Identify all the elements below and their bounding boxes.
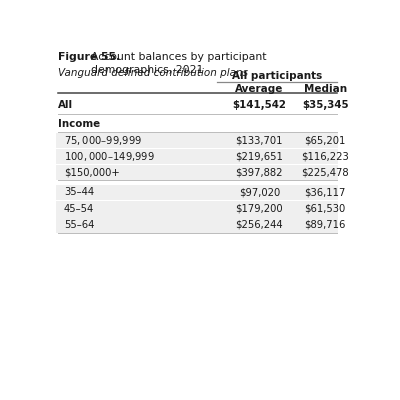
Text: 35–44: 35–44: [64, 187, 94, 197]
Text: $61,530: $61,530: [304, 204, 346, 214]
Bar: [56, 133, 338, 148]
Text: Account balances by participant
demographics, 2021: Account balances by participant demograp…: [91, 52, 266, 75]
Text: $97,020: $97,020: [239, 187, 280, 197]
Text: $397,882: $397,882: [236, 167, 283, 177]
Text: $256,244: $256,244: [236, 220, 283, 230]
Text: 45–54: 45–54: [64, 204, 94, 214]
Text: Income: Income: [58, 119, 100, 129]
Bar: [56, 218, 338, 233]
Text: $100,000–$149,999: $100,000–$149,999: [64, 150, 155, 163]
Text: $36,117: $36,117: [304, 187, 346, 197]
Text: Figure 55.: Figure 55.: [58, 52, 120, 62]
Text: $35,345: $35,345: [302, 100, 348, 110]
Text: 55–64: 55–64: [64, 220, 94, 230]
Text: Vanguard defined contribution plans: Vanguard defined contribution plans: [58, 68, 248, 78]
Text: Median: Median: [304, 84, 347, 94]
Text: $89,716: $89,716: [304, 220, 346, 230]
Bar: [56, 185, 338, 200]
Text: $225,478: $225,478: [301, 167, 349, 177]
Text: All: All: [58, 100, 73, 110]
Text: $141,542: $141,542: [232, 100, 286, 110]
Text: All participants: All participants: [232, 71, 322, 81]
Bar: [56, 149, 338, 164]
Text: $150,000+: $150,000+: [64, 167, 120, 177]
Text: Average: Average: [235, 84, 284, 94]
Bar: [56, 165, 338, 180]
Text: $75,000–$99,999: $75,000–$99,999: [64, 134, 142, 146]
Text: $219,651: $219,651: [235, 151, 283, 161]
Text: $65,201: $65,201: [304, 135, 346, 145]
Bar: [56, 201, 338, 217]
Text: $179,200: $179,200: [236, 204, 283, 214]
Text: $133,701: $133,701: [236, 135, 283, 145]
Text: $116,223: $116,223: [301, 151, 349, 161]
